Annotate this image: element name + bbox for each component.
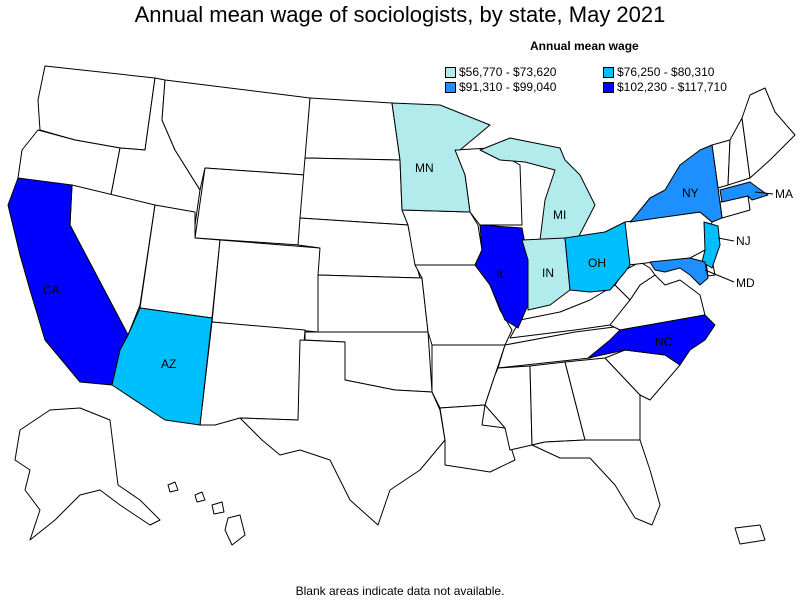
state-WY[interactable] bbox=[194, 167, 306, 246]
state-AZ[interactable] bbox=[111, 307, 213, 426]
state-KS[interactable] bbox=[317, 274, 429, 333]
map-title: Annual mean wage of sociologists, by sta… bbox=[134, 2, 666, 27]
state-NY[interactable] bbox=[629, 144, 723, 223]
legend-swatch bbox=[445, 66, 456, 78]
state-NC[interactable] bbox=[587, 314, 716, 366]
state-HI[interactable] bbox=[167, 481, 246, 546]
state-label-MA: MA bbox=[775, 187, 793, 201]
legend-label: $56,770 - $73,620 bbox=[459, 65, 557, 79]
legend-label: $91,310 - $99,040 bbox=[459, 80, 557, 94]
state-label-IN: IN bbox=[542, 266, 554, 280]
leader-line-MA bbox=[754, 191, 774, 195]
state-label-NY: NY bbox=[682, 186, 699, 200]
state-NM[interactable] bbox=[199, 321, 306, 426]
state-label-MN: MN bbox=[415, 161, 434, 175]
state-CA[interactable] bbox=[7, 177, 129, 386]
state-label-CA: CA bbox=[43, 283, 60, 297]
legend-swatch bbox=[603, 66, 614, 78]
legend-item-tier-2: $76,250 - $80,310 bbox=[603, 65, 714, 79]
state-label-MD: MD bbox=[736, 276, 755, 290]
legend-item-tier-4: $102,230 - $117,710 bbox=[603, 80, 727, 94]
state-label-IL: IL bbox=[496, 267, 506, 281]
legend-label: $76,250 - $80,310 bbox=[617, 65, 715, 79]
legend-title: Annual mean wage bbox=[530, 39, 639, 53]
state-TX[interactable] bbox=[239, 339, 446, 526]
state-ME[interactable] bbox=[741, 87, 796, 179]
state-label-MI: MI bbox=[553, 208, 566, 222]
leader-line-NJ bbox=[717, 237, 735, 242]
state-CO[interactable] bbox=[211, 239, 321, 333]
legend-swatch bbox=[603, 81, 614, 93]
state-SD[interactable] bbox=[299, 157, 409, 226]
footnote: Blank areas indicate data not available. bbox=[295, 584, 505, 598]
state-ND[interactable] bbox=[304, 97, 401, 161]
state-label-OH: OH bbox=[588, 256, 606, 270]
legend-swatch bbox=[445, 81, 456, 93]
territory-PR[interactable] bbox=[734, 524, 766, 545]
state-MD[interactable] bbox=[649, 257, 709, 286]
legend-label: $102,230 - $117,710 bbox=[617, 80, 727, 94]
legend-item-tier-1: $56,770 - $73,620 bbox=[445, 65, 556, 79]
state-label-NJ: NJ bbox=[736, 234, 751, 248]
state-MA[interactable] bbox=[719, 181, 769, 203]
state-label-AZ: AZ bbox=[161, 357, 176, 371]
state-NJ[interactable] bbox=[701, 221, 721, 269]
state-LA[interactable] bbox=[439, 404, 516, 473]
state-IA[interactable] bbox=[401, 209, 483, 266]
state-AK[interactable] bbox=[14, 407, 161, 541]
state-GA[interactable] bbox=[564, 357, 641, 441]
legend-item-tier-3: $91,310 - $99,040 bbox=[445, 80, 556, 94]
state-OH[interactable] bbox=[564, 221, 631, 293]
leader-line-MD bbox=[704, 269, 735, 283]
state-label-NC: NC bbox=[655, 335, 673, 349]
state-FL[interactable] bbox=[531, 439, 661, 526]
state-MN[interactable] bbox=[391, 102, 491, 213]
